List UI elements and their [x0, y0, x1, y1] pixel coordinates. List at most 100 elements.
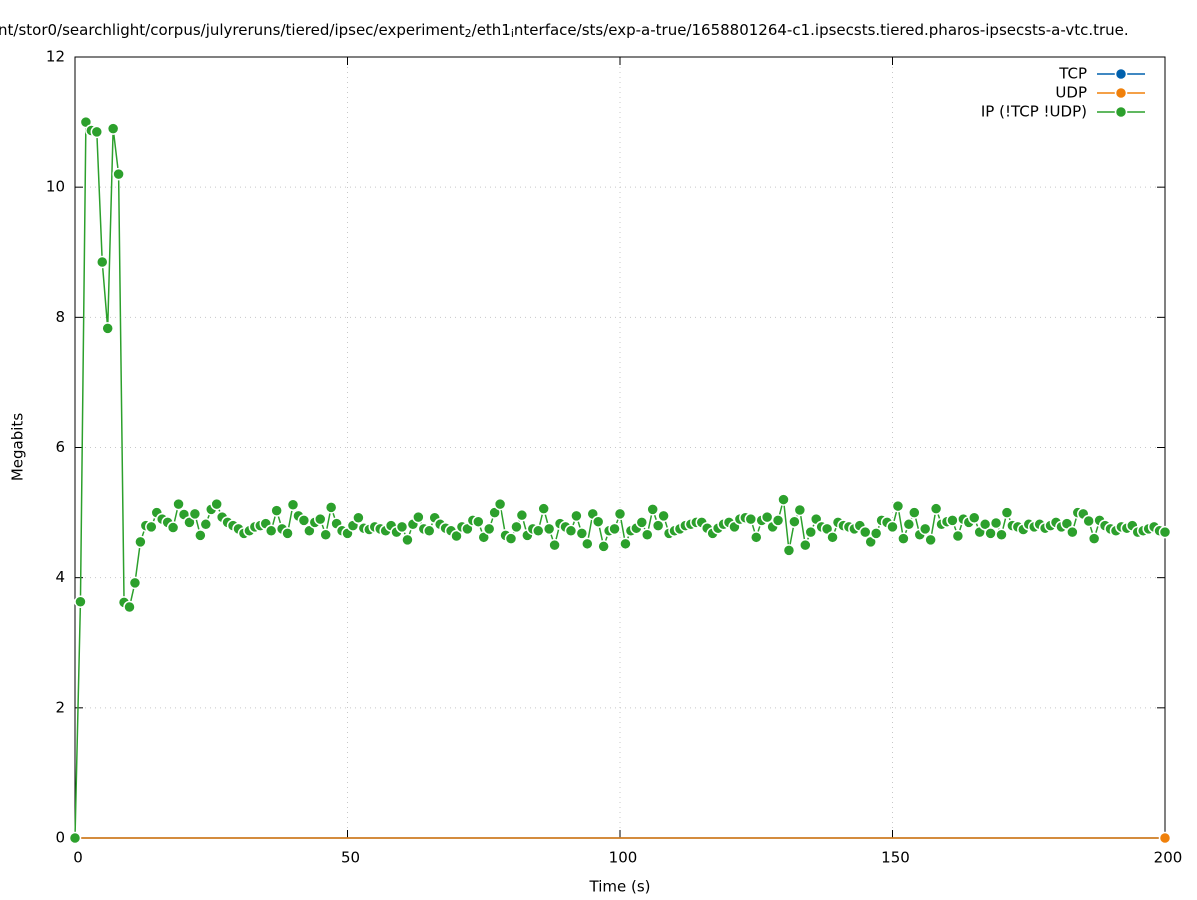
- x-tick-label: 100: [609, 849, 638, 867]
- data-point: [482, 522, 496, 536]
- legend-label: UDP: [1055, 84, 1087, 102]
- data-point: [74, 595, 87, 608]
- data-point: [352, 511, 365, 525]
- data-point: [613, 507, 627, 521]
- title-part: /eth1: [472, 21, 511, 39]
- data-point: [101, 322, 114, 335]
- data-point: [542, 522, 556, 536]
- data-point: [210, 497, 223, 511]
- legend-marker: [1114, 67, 1128, 81]
- data-point: [826, 531, 839, 544]
- data-point: [918, 522, 932, 536]
- data-point: [532, 524, 545, 538]
- data-point: [570, 509, 583, 523]
- title-subscript: i: [511, 27, 514, 40]
- data-point: [264, 524, 278, 538]
- data-point: [199, 518, 213, 531]
- data-point: [166, 521, 180, 534]
- data-point: [314, 512, 327, 526]
- data-point: [90, 125, 104, 139]
- data-point: [106, 122, 120, 135]
- data-point: [1066, 525, 1079, 539]
- data-point: [591, 515, 605, 528]
- y-tick-label: 10: [46, 178, 65, 196]
- x-tick-label: 200: [1154, 849, 1183, 867]
- data-point: [597, 540, 610, 553]
- data-point: [608, 522, 621, 536]
- data-point: [1087, 532, 1101, 545]
- data-point: [924, 533, 937, 547]
- data-point: [1082, 514, 1095, 528]
- title-part: nterface/sts/exp-a-true/1658801264-c1.ip…: [514, 21, 1129, 39]
- data-point: [760, 510, 774, 524]
- data-point: [128, 576, 142, 590]
- data-point: [96, 255, 109, 269]
- data-point: [112, 167, 125, 181]
- legend-marker: [1114, 86, 1128, 100]
- data-point: [793, 503, 807, 517]
- data-point: [172, 497, 185, 511]
- legend-marker: [1114, 105, 1128, 119]
- data-point: [641, 528, 654, 541]
- chart-title: nt/stor0/searchlight/corpus/julyreruns/t…: [0, 21, 1129, 41]
- y-tick-label: 2: [55, 698, 65, 716]
- data-point: [423, 524, 436, 538]
- data-point: [897, 532, 910, 545]
- x-tick-label: 150: [881, 849, 910, 867]
- y-tick-label: 0: [55, 829, 65, 847]
- data-point: [504, 532, 518, 545]
- data-point: [134, 535, 147, 549]
- data-point: [788, 515, 801, 528]
- y-tick-label: 4: [55, 568, 65, 586]
- title-part: nt/stor0/searchlight/corpus/julyreruns/t…: [0, 21, 465, 39]
- y-tick-label: 6: [55, 438, 65, 456]
- data-point: [297, 514, 311, 527]
- y-tick-label: 12: [46, 48, 65, 66]
- data-point: [188, 507, 202, 521]
- data-point: [657, 509, 670, 523]
- data-point: [123, 600, 136, 614]
- data-point: [777, 493, 790, 506]
- data-point: [581, 537, 594, 551]
- data-point: [472, 515, 485, 528]
- data-point: [548, 538, 561, 552]
- title-subscript: 2: [465, 27, 472, 40]
- data-point: [804, 525, 817, 539]
- data-point: [886, 520, 899, 534]
- y-axis-label: Megabits: [9, 413, 27, 481]
- data-point: [782, 544, 796, 557]
- data-point: [651, 519, 665, 532]
- data-point: [450, 529, 463, 543]
- data-point: [995, 528, 1008, 541]
- data-point: [412, 510, 425, 524]
- data-point: [902, 518, 916, 531]
- x-tick-label: 50: [341, 849, 360, 867]
- data-point: [929, 502, 943, 515]
- data-point: [564, 524, 578, 538]
- data-point: [68, 831, 82, 845]
- data-point: [319, 528, 332, 541]
- data-point: [194, 529, 207, 542]
- data-point: [750, 531, 763, 544]
- data-point: [395, 520, 409, 534]
- data-point: [946, 514, 959, 527]
- data-point: [908, 506, 921, 519]
- data-point: [145, 520, 158, 534]
- data-point: [619, 537, 632, 551]
- data-point: [493, 497, 507, 511]
- data-point: [869, 527, 883, 540]
- data-point: [537, 502, 550, 515]
- data-point: [799, 538, 812, 552]
- data-point: [1158, 525, 1172, 539]
- data-point: [771, 514, 785, 527]
- data-point: [968, 511, 981, 525]
- data-point: [281, 527, 294, 540]
- data-point: [1000, 506, 1014, 519]
- data-point: [401, 533, 414, 547]
- data-point: [575, 527, 589, 540]
- data-point: [984, 527, 997, 540]
- data-point: [1158, 831, 1172, 845]
- data-point: [635, 516, 649, 529]
